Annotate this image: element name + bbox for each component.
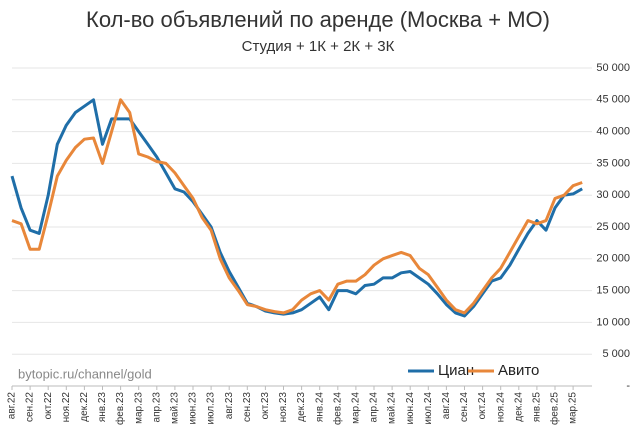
series-line xyxy=(11,98,583,315)
y-tick-label: 20 000 xyxy=(596,253,630,265)
y-tick-label: 40 000 xyxy=(596,126,630,138)
x-tick-label: ноя.24 xyxy=(495,392,506,423)
y-tick-label: 5 000 xyxy=(602,348,630,360)
x-tick-label: ноя.22 xyxy=(61,392,72,423)
x-tick-label: май.23 xyxy=(170,392,181,424)
x-tick-label: окт.24 xyxy=(477,392,488,420)
x-tick-label: янв.25 xyxy=(532,392,543,423)
legend-label: Циан xyxy=(438,362,474,379)
x-tick-label: июн.23 xyxy=(188,392,199,425)
x-tick-label: мар.25 xyxy=(568,392,579,424)
y-tick-label: 45 000 xyxy=(596,94,630,106)
x-tick-label: сен.22 xyxy=(25,392,36,422)
x-tick-label: апр.24 xyxy=(369,392,380,423)
y-tick-label: 15 000 xyxy=(596,285,630,297)
x-tick-label: июл.23 xyxy=(206,392,217,425)
x-tick-label: апр.23 xyxy=(151,392,162,423)
y-tick-label: 30 000 xyxy=(596,189,630,201)
x-tick-label: мар.24 xyxy=(351,392,362,424)
x-tick-label: авг.22 xyxy=(7,392,18,420)
y-tick-label: 50 000 xyxy=(596,62,630,74)
x-tick-label: янв.23 xyxy=(97,392,108,423)
x-tick-label: фев.24 xyxy=(331,392,343,425)
x-tick-label: ноя.23 xyxy=(278,392,289,423)
y-tick-label: 35 000 xyxy=(596,157,630,169)
y-tick-label: - xyxy=(626,380,630,392)
x-tick-label: фев.23 xyxy=(114,392,126,425)
x-tick-label: дек.24 xyxy=(513,392,524,422)
chart-subtitle: Студия + 1К + 2К + 3К xyxy=(242,38,395,55)
x-tick-label: авг.24 xyxy=(441,392,452,420)
legend-label: Авито xyxy=(498,362,539,379)
x-tick-label: июл.24 xyxy=(423,392,434,425)
x-tick-label: дек.22 xyxy=(79,392,90,422)
x-tick-label: сен.24 xyxy=(459,392,470,422)
x-tick-label: окт.23 xyxy=(260,392,271,420)
x-tick-label: янв.24 xyxy=(314,392,325,423)
y-tick-label: 25 000 xyxy=(596,221,630,233)
watermark: bytopic.ru/channel/gold xyxy=(18,366,152,381)
x-tick-label: май.24 xyxy=(387,392,398,424)
x-tick-label: дек.23 xyxy=(296,392,307,422)
x-tick-label: июн.24 xyxy=(405,392,416,425)
x-tick-label: авг.23 xyxy=(224,392,235,420)
x-tick-label: мар.23 xyxy=(133,392,144,424)
series-line xyxy=(10,98,583,318)
x-tick-label: сен.23 xyxy=(242,392,253,422)
x-tick-label: фев.25 xyxy=(549,392,561,425)
x-tick-label: окт.22 xyxy=(43,392,54,420)
y-tick-label: 10 000 xyxy=(596,316,630,328)
chart-title: Кол-во объявлений по аренде (Москва + МО… xyxy=(86,7,550,32)
